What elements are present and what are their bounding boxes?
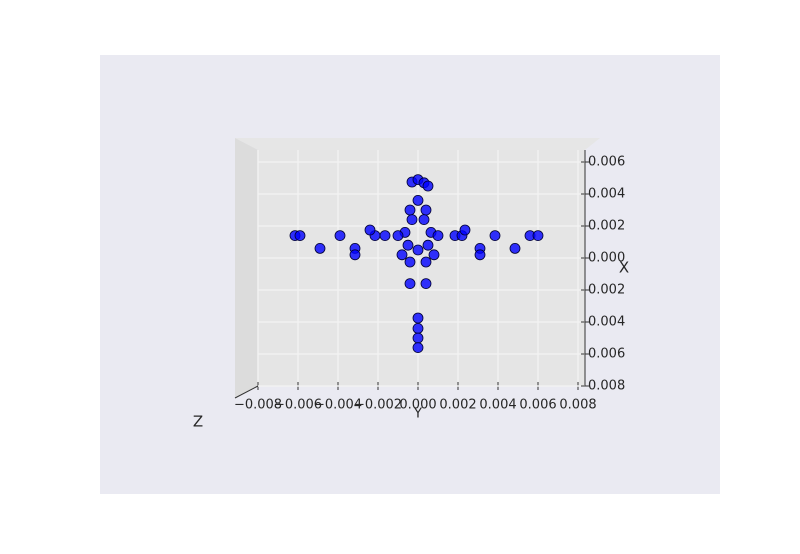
top-pane <box>235 138 600 150</box>
point <box>314 242 326 254</box>
point <box>404 256 416 268</box>
point <box>364 224 376 236</box>
point <box>428 249 440 261</box>
point <box>404 278 416 290</box>
point <box>392 230 404 242</box>
x-tick-label: −0.008 <box>234 398 282 413</box>
point <box>418 214 430 226</box>
x-tick-label: 0.002 <box>439 398 476 413</box>
point <box>402 239 414 251</box>
point <box>474 249 486 261</box>
point <box>334 230 346 242</box>
point <box>412 244 424 256</box>
side-pane <box>235 138 258 398</box>
x-tick-label: 0.008 <box>559 398 596 413</box>
point <box>404 204 416 216</box>
x-tick-label: 0.000 <box>399 398 436 413</box>
y-tick-label: 0.006 <box>588 347 625 362</box>
x-axis-label: X <box>619 259 629 277</box>
point <box>432 230 444 242</box>
point <box>412 342 424 354</box>
point <box>412 194 424 206</box>
point <box>509 242 521 254</box>
point <box>412 312 424 324</box>
point <box>349 249 361 261</box>
point <box>420 204 432 216</box>
y-tick-label: 0.004 <box>588 315 625 330</box>
y-tick-label: 0.000 <box>588 251 625 266</box>
x-tick-label: 0.006 <box>519 398 556 413</box>
point <box>406 214 418 226</box>
point <box>422 239 434 251</box>
point <box>294 230 306 242</box>
y-tick-label: 0.002 <box>588 219 625 234</box>
point <box>459 224 471 236</box>
y-axis-label: Y <box>413 407 422 422</box>
x-tick-label: 0.004 <box>479 398 516 413</box>
x-tick-label: −0.006 <box>274 398 322 413</box>
point <box>412 322 424 334</box>
point <box>396 249 408 261</box>
point <box>532 230 544 242</box>
x-tick-label: −0.002 <box>354 398 402 413</box>
point <box>422 180 434 192</box>
z-axis-line <box>234 385 259 399</box>
x-tick-label: −0.004 <box>314 398 362 413</box>
y-tick-label: 0.004 <box>588 187 625 202</box>
z-axis-label: Z <box>193 413 203 431</box>
point <box>420 278 432 290</box>
point <box>379 230 391 242</box>
y-tick-label: 0.002 <box>588 283 625 298</box>
y-tick-label: 0.008 <box>588 379 625 394</box>
point <box>489 230 501 242</box>
point <box>412 332 424 344</box>
y-tick-label: 0.006 <box>588 155 625 170</box>
point <box>420 256 432 268</box>
